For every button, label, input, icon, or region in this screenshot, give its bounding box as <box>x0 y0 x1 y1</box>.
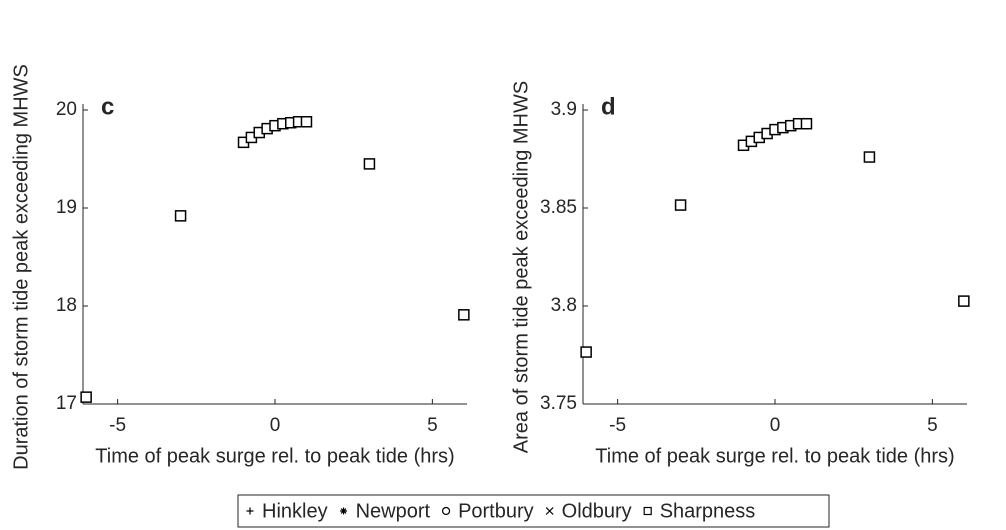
legend-label: Sharpness <box>660 500 756 522</box>
point <box>174 210 187 222</box>
legend-marker <box>545 507 554 515</box>
panel-label: d <box>601 93 616 120</box>
x-tick-label: -5 <box>109 415 126 436</box>
point <box>800 117 813 130</box>
point <box>458 309 470 321</box>
legend-box <box>237 494 830 528</box>
x-tick-label: 5 <box>427 415 438 436</box>
x-axis-label: Time of peak surge rel. to peak tide (hr… <box>95 445 454 467</box>
legend-label: Oldbury <box>562 500 632 522</box>
point <box>580 346 592 358</box>
y-axis-label: Duration of storm tide peak exceeding MH… <box>10 64 32 470</box>
legend-label: Portbury <box>458 500 534 522</box>
y-tick-label: 17 <box>56 393 77 414</box>
point <box>363 158 376 170</box>
point <box>958 295 970 307</box>
y-tick-label: 3.9 <box>551 99 577 120</box>
x-tick-label: 5 <box>927 415 938 436</box>
y-tick-label: 20 <box>56 99 77 120</box>
legend-marker <box>340 507 348 515</box>
point <box>80 391 92 403</box>
y-tick-label: 3.85 <box>540 197 577 218</box>
x-tick-label: 0 <box>770 415 781 436</box>
point <box>300 116 313 128</box>
point <box>674 199 687 211</box>
x-tick-label: -5 <box>609 415 626 436</box>
legend-marker <box>441 506 451 516</box>
legend-marker <box>643 506 652 516</box>
legend-label: Hinkley <box>262 500 328 522</box>
y-tick-label: 3.75 <box>540 393 577 414</box>
legend-label: Newport <box>356 500 431 522</box>
x-tick-label: 0 <box>270 415 281 436</box>
legend-marker <box>246 507 254 515</box>
y-tick-label: 18 <box>56 295 77 316</box>
x-axis-label: Time of peak surge rel. to peak tide (hr… <box>595 445 954 467</box>
y-tick-label: 19 <box>56 197 77 218</box>
y-axis-label: Area of storm tide peak exceeding MHWS <box>510 81 532 453</box>
point <box>863 151 876 163</box>
y-tick-label: 3.8 <box>551 295 577 316</box>
panel-label: c <box>101 93 114 120</box>
